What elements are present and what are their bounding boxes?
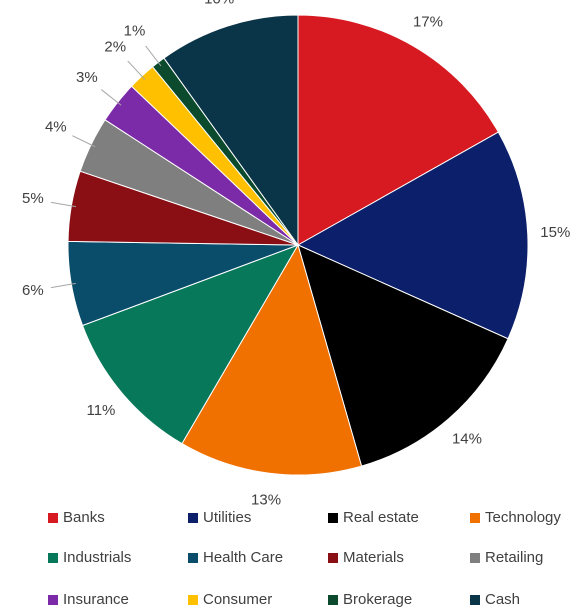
leader-line xyxy=(127,60,146,80)
pie-slice xyxy=(181,243,363,476)
data-label: 15% xyxy=(540,224,570,241)
data-label: 1% xyxy=(124,22,146,39)
pie-slice xyxy=(297,14,500,246)
leader-line xyxy=(100,89,122,106)
legend-label: Insurance xyxy=(63,591,129,608)
data-label: 10% xyxy=(204,0,234,8)
data-label: 13% xyxy=(251,492,281,509)
pie-slice xyxy=(296,131,529,340)
pie-slice xyxy=(297,244,509,467)
data-label: 17% xyxy=(413,14,443,31)
legend-swatch xyxy=(48,553,58,563)
legend-swatch xyxy=(328,595,338,605)
data-label: 3% xyxy=(76,69,98,86)
pie-slice xyxy=(81,244,300,445)
legend-label: Cash xyxy=(485,591,520,608)
legend-label: Retailing xyxy=(485,549,543,566)
leader-line xyxy=(50,282,76,289)
legend-swatch xyxy=(188,553,198,563)
legend-swatch xyxy=(470,513,480,523)
legend-label: Technology xyxy=(485,509,561,526)
data-label: 4% xyxy=(45,119,67,136)
data-label: 5% xyxy=(22,190,44,207)
legend-swatch xyxy=(328,513,338,523)
leader-line xyxy=(145,45,162,67)
legend-swatch xyxy=(188,513,198,523)
legend-label: Banks xyxy=(63,509,105,526)
leader-line xyxy=(72,135,96,148)
legend-swatch xyxy=(48,513,58,523)
data-label: 11% xyxy=(86,402,115,419)
legend-label: Utilities xyxy=(203,509,251,526)
legend-label: Brokerage xyxy=(343,591,412,608)
legend-label: Industrials xyxy=(63,549,131,566)
legend-swatch xyxy=(328,553,338,563)
legend-swatch xyxy=(470,553,480,563)
data-label: 2% xyxy=(104,38,126,55)
legend-label: Materials xyxy=(343,549,404,566)
pie-slice xyxy=(163,14,299,247)
legend-swatch xyxy=(48,595,58,605)
data-label: 6% xyxy=(22,282,44,299)
legend-swatch xyxy=(470,595,480,605)
leader-line xyxy=(50,201,76,208)
legend-swatch xyxy=(188,595,198,605)
legend-label: Health Care xyxy=(203,549,283,566)
data-label: 14% xyxy=(452,430,482,447)
legend-label: Real estate xyxy=(343,509,419,526)
legend-label: Consumer xyxy=(203,591,272,608)
